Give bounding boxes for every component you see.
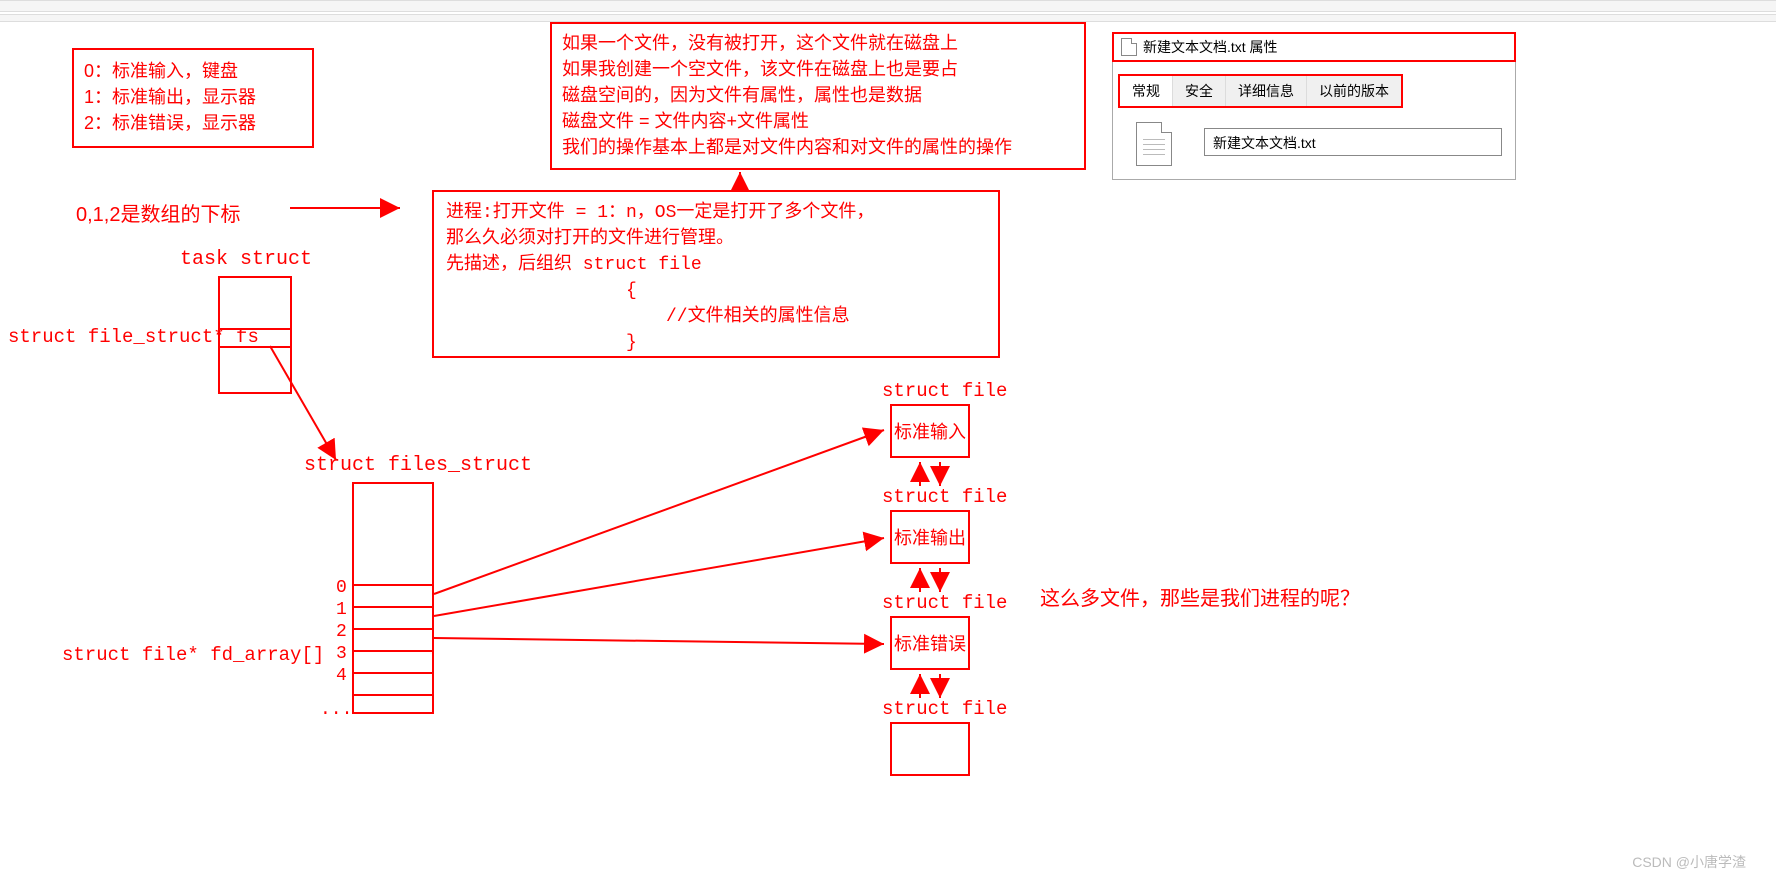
dialog-title-bar: 新建文本文档.txt 属性	[1113, 33, 1515, 61]
filename-text: 新建文本文档.txt	[1213, 135, 1316, 151]
fs-div-0	[354, 584, 432, 586]
explain-line-1: 如果我创建一个空文件，该文件在磁盘上也是要占	[562, 56, 1074, 82]
mid-line-4: {	[446, 278, 986, 304]
explain-box: 如果一个文件，没有被打开，这个文件就在磁盘上 如果我创建一个空文件，该文件在磁盘…	[550, 22, 1086, 170]
fs-div-4	[354, 672, 432, 674]
fd-line-1: 1：标准输出，显示器	[84, 84, 302, 110]
top-gray-bar-1	[0, 0, 1776, 12]
sf-box-3	[890, 722, 970, 776]
mid-line-6: }	[446, 330, 986, 356]
fs-div-3	[354, 650, 432, 652]
watermark: CSDN @小唐学渣	[1632, 852, 1746, 872]
sf-title-2: struct file	[882, 592, 1007, 614]
sf-content-0: 标准输入	[894, 418, 966, 444]
idx-0: 0	[336, 578, 347, 598]
fs-ptr-label: struct file_struct* fs	[8, 326, 259, 348]
sf-box-0: 标准输入	[890, 404, 970, 458]
tab-general[interactable]: 常规	[1120, 76, 1173, 106]
fd-meaning-box: 0：标准输入，键盘 1：标准输出，显示器 2：标准错误，显示器	[72, 48, 314, 148]
dialog-file-icon-big	[1136, 122, 1172, 166]
fd-line-0: 0：标准输入，键盘	[84, 58, 302, 84]
mid-line-2: 那么久必须对打开的文件进行管理。	[446, 226, 986, 252]
idx-3: 3	[336, 644, 347, 664]
explain-line-3: 磁盘文件 = 文件内容+文件属性	[562, 108, 1074, 134]
files-struct-box	[352, 482, 434, 714]
mid-line-5: //文件相关的属性信息	[446, 304, 986, 330]
mid-line-1: 进程:打开文件 = 1：n，OS一定是打开了多个文件，	[446, 200, 986, 226]
file-icon	[1121, 38, 1137, 56]
struct-file-desc-box: 进程:打开文件 = 1：n，OS一定是打开了多个文件， 那么久必须对打开的文件进…	[432, 190, 1000, 358]
dialog-tabs: 常规 安全 详细信息 以前的版本	[1118, 74, 1403, 108]
explain-line-0: 如果一个文件，没有被打开，这个文件就在磁盘上	[562, 30, 1074, 56]
ellipsis-label: ...	[320, 700, 352, 720]
fd-array-label: struct file* fd_array[]	[62, 644, 324, 666]
top-gray-bar-2	[0, 14, 1776, 22]
idx-1: 1	[336, 600, 347, 620]
idx-2: 2	[336, 622, 347, 642]
sf-title-1: struct file	[882, 486, 1007, 508]
explain-line-2: 磁盘空间的，因为文件有属性，属性也是数据	[562, 82, 1074, 108]
mid-line-3: 先描述，后组织 struct file	[446, 252, 986, 278]
sf-box-1: 标准输出	[890, 510, 970, 564]
filename-field[interactable]: 新建文本文档.txt	[1204, 128, 1502, 156]
fs-div-5	[354, 694, 432, 696]
idx-4: 4	[336, 666, 347, 686]
tab-security[interactable]: 安全	[1173, 76, 1226, 106]
index-note-label: 0,1,2是数组的下标	[76, 198, 240, 227]
sf-box-2: 标准错误	[890, 616, 970, 670]
fs-div-1	[354, 606, 432, 608]
question-label: 这么多文件，那些是我们进程的呢？	[1040, 582, 1360, 611]
sf-content-1: 标准输出	[894, 524, 966, 550]
tab-details[interactable]: 详细信息	[1226, 76, 1307, 106]
sf-title-3: struct file	[882, 698, 1007, 720]
sf-content-2: 标准错误	[894, 630, 966, 656]
sf-title-0: struct file	[882, 380, 1007, 402]
explain-line-4: 我们的操作基本上都是对文件内容和对文件的属性的操作	[562, 134, 1074, 160]
dialog-title-text: 新建文本文档.txt 属性	[1143, 37, 1278, 57]
fd-line-2: 2：标准错误，显示器	[84, 110, 302, 136]
files-struct-label: struct files_struct	[304, 454, 532, 477]
task-struct-label: task struct	[180, 248, 312, 271]
tab-previous[interactable]: 以前的版本	[1307, 76, 1401, 106]
fs-div-2	[354, 628, 432, 630]
